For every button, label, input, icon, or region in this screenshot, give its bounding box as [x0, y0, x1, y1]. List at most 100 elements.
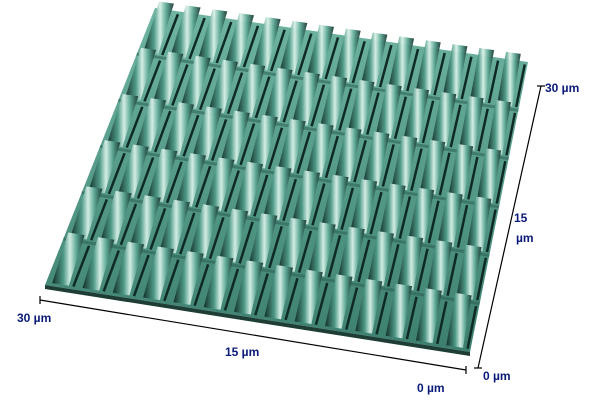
- surface-ridge: [325, 274, 353, 329]
- surface-ridge: [431, 91, 457, 147]
- side-axis: 0 µm 15 µm 30 µm: [474, 81, 579, 383]
- surface-ridge: [362, 131, 390, 186]
- surface-ridge: [173, 251, 204, 305]
- surface-groove-column: [223, 268, 240, 311]
- surface-ridge: [292, 71, 320, 126]
- surface-ridge: [52, 232, 85, 286]
- surface-groove-column: [208, 217, 225, 260]
- surface-groove-column: [421, 100, 435, 144]
- surface-groove-column: [446, 253, 458, 296]
- surface-groove-column: [375, 291, 388, 335]
- surface-groove-column: [438, 152, 451, 196]
- surface-ridge: [197, 9, 228, 63]
- surface-ridge: [252, 17, 281, 71]
- surface-groove-column: [495, 160, 507, 204]
- surface-ridge: [224, 13, 254, 67]
- surface-ridge: [146, 148, 178, 203]
- surface-edge: [45, 285, 470, 356]
- surface-ridge: [204, 157, 235, 212]
- surface-ridge: [388, 36, 415, 91]
- surface-groove-column: [282, 178, 298, 222]
- front-axis-end-label: 0 µm: [417, 381, 445, 395]
- surface-groove-column: [132, 254, 150, 297]
- surface-groove-column: [238, 221, 254, 264]
- surface-ridge: [159, 199, 190, 254]
- surface-groove-column: [269, 29, 286, 72]
- surface-groove-column: [188, 17, 206, 60]
- surface-groove-column: [393, 96, 408, 140]
- surface-ridge: [294, 269, 323, 325]
- surface-groove-column: [386, 244, 400, 287]
- surface-ridge: [248, 213, 278, 268]
- surface-ridge: [82, 237, 115, 291]
- surface-ridge: [391, 135, 418, 191]
- surface-groove-column: [165, 161, 183, 204]
- surface-groove-column: [239, 123, 256, 166]
- surface-ridge: [403, 87, 430, 143]
- surface-ridge: [264, 67, 293, 122]
- surface-groove-column: [314, 282, 329, 326]
- side-axis-start-label: 0 µm: [483, 369, 511, 383]
- surface-ridge: [361, 32, 388, 87]
- surface-groove-column: [224, 170, 240, 213]
- surface-ridge: [466, 196, 492, 252]
- surface-groove-column: [505, 112, 517, 156]
- surface-groove-column: [338, 88, 353, 131]
- surface-ridge: [476, 148, 502, 204]
- surface-groove-column: [381, 144, 395, 187]
- surface-groove-column: [487, 60, 500, 104]
- surface-groove-column: [340, 187, 355, 230]
- surface-groove-column: [195, 165, 212, 208]
- surface-groove-column: [406, 48, 420, 92]
- surface-ridge: [233, 161, 263, 216]
- surface-groove-column: [193, 263, 210, 307]
- surface-ridge: [234, 260, 264, 315]
- surface-groove-column: [267, 127, 284, 170]
- surface-ridge: [459, 95, 484, 151]
- surface-ridge: [277, 118, 306, 173]
- surface-ridge: [334, 127, 362, 182]
- surface-groove-column: [366, 92, 380, 135]
- surface-ridge: [192, 106, 222, 160]
- surface-groove-column: [351, 40, 366, 84]
- surface-ridge: [306, 123, 334, 178]
- surface-ridge: [379, 183, 406, 238]
- surface-groove-column: [182, 114, 200, 157]
- surface-ridges: [52, 1, 526, 349]
- surface-groove-column: [485, 209, 497, 253]
- surface-groove-column: [410, 148, 423, 192]
- surface-groove-column: [297, 230, 313, 273]
- surface-ridge: [416, 288, 442, 344]
- side-axis-mid-label-line1: 15: [514, 211, 528, 225]
- surface-groove-column: [324, 37, 340, 80]
- surface-groove-column: [226, 72, 244, 115]
- surface-ridge: [143, 246, 174, 301]
- surface-ridge: [306, 24, 334, 79]
- surface-groove-column: [136, 157, 155, 199]
- surface-groove-column: [456, 204, 469, 248]
- surface-groove-column: [327, 235, 342, 278]
- surface-groove-column: [467, 156, 479, 200]
- surface-groove-column: [107, 152, 126, 195]
- surface-ridge: [70, 186, 103, 240]
- surface-ridge: [469, 47, 495, 103]
- surface-ridge: [397, 235, 424, 291]
- surface-ridge: [170, 5, 201, 59]
- surface-groove-column: [369, 191, 383, 235]
- surface-ridge: [189, 204, 220, 259]
- surface-ridge: [337, 226, 365, 282]
- surface-ridge: [143, 1, 174, 55]
- surface-groove-column: [514, 64, 526, 108]
- surface-ridge: [437, 192, 463, 247]
- front-axis-start-label: 30 µm: [17, 311, 51, 325]
- surface-plot: [45, 1, 528, 356]
- surface-ridge: [278, 217, 307, 272]
- surface-ridge: [319, 75, 348, 130]
- surface-ridge: [249, 114, 278, 169]
- surface-ridge: [321, 174, 349, 229]
- surface-ridge: [497, 51, 521, 107]
- surface-groove-column: [476, 257, 488, 301]
- surface-ridge: [125, 47, 157, 101]
- surface-ridge: [220, 110, 250, 165]
- surface-ridge: [279, 20, 308, 75]
